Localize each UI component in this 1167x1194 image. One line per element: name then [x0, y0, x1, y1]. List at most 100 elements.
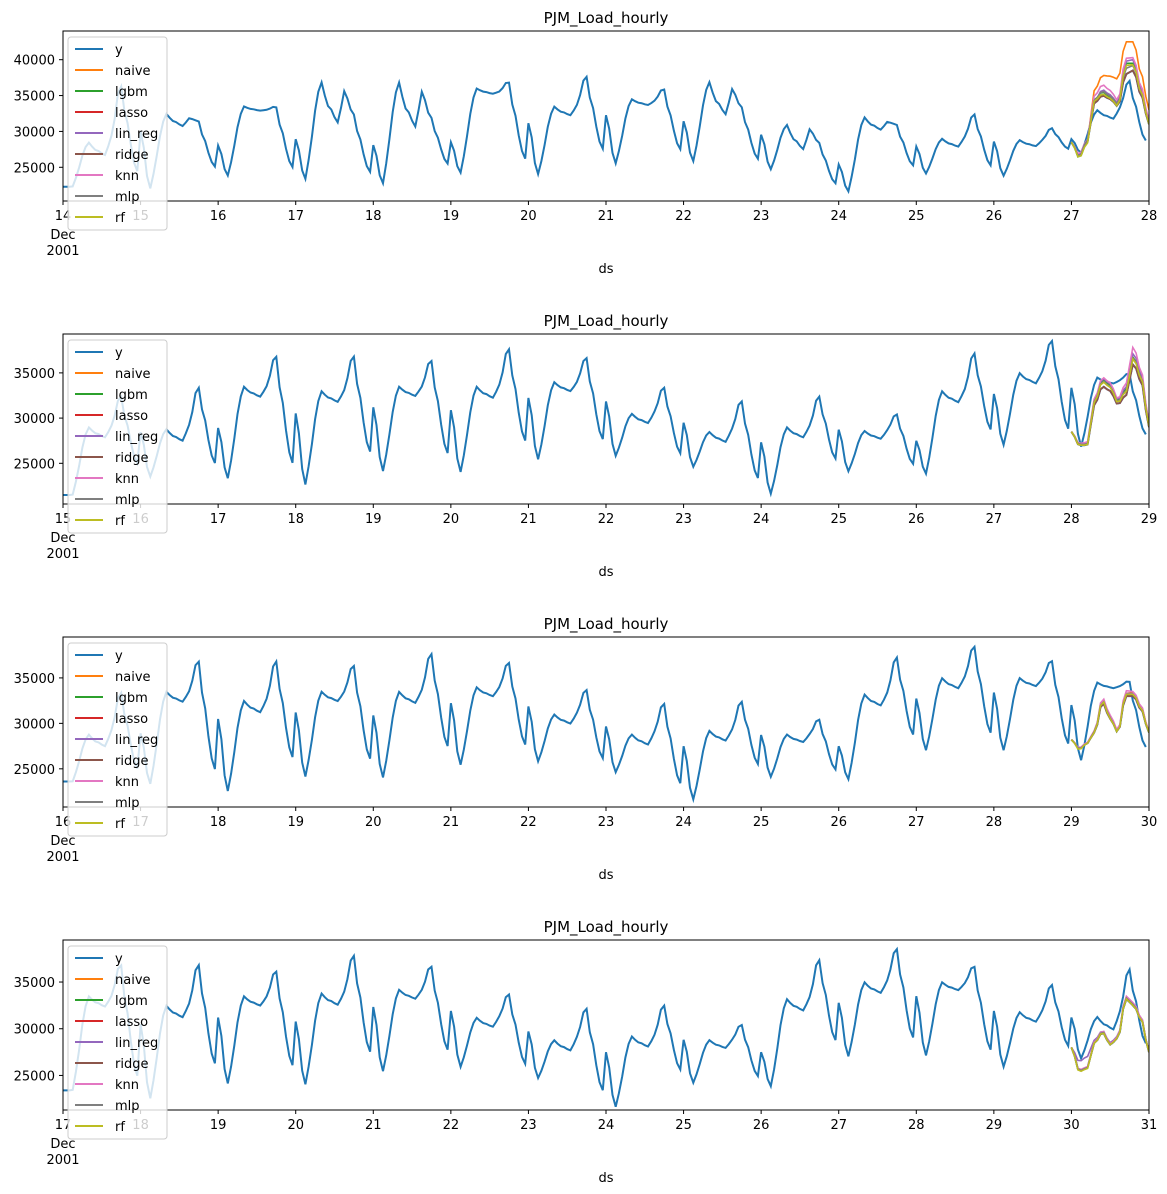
- legend-label-lasso: lasso: [115, 712, 148, 727]
- x-tick-sublabel: Dec: [50, 834, 75, 849]
- legend-label-y: y: [115, 43, 123, 58]
- plot-area: [63, 41, 1149, 195]
- series-line-y: [63, 644, 1147, 804]
- x-tick-label: 27: [908, 815, 925, 830]
- x-axis-label: ds: [598, 1171, 613, 1186]
- x-tick-label: 23: [598, 815, 615, 830]
- legend-label-rf: rf: [115, 211, 125, 226]
- legend-label-lgbm: lgbm: [115, 85, 148, 100]
- x-tick-label: 28: [986, 815, 1003, 830]
- y-tick-label: 25000: [14, 763, 55, 778]
- x-tick-label: 18: [210, 815, 227, 830]
- series-line-y: [63, 946, 1147, 1108]
- legend-label-rf: rf: [115, 817, 125, 832]
- x-tick-sublabel: Dec: [50, 531, 75, 546]
- x-tick-label: 30: [1063, 1118, 1080, 1133]
- x-tick-label: 17: [55, 1118, 72, 1133]
- legend-label-mlp: mlp: [115, 1099, 140, 1114]
- chart-panel-1: PJM_Load_hourly2500030000350004000014151…: [14, 9, 1158, 277]
- x-tick-label: 21: [365, 1118, 382, 1133]
- x-tick-sublabel: 2001: [46, 850, 79, 865]
- x-tick-label: 27: [986, 512, 1003, 527]
- series-line-y: [63, 74, 1147, 195]
- x-tick-label: 27: [830, 1118, 847, 1133]
- legend-label-naive: naive: [115, 670, 151, 685]
- legend-label-y: y: [115, 346, 123, 361]
- x-tick-label: 17: [210, 512, 227, 527]
- x-tick-label: 18: [365, 209, 382, 224]
- legend-box: [67, 642, 168, 837]
- x-tick-label: 23: [753, 209, 770, 224]
- x-tick-label: 28: [1141, 209, 1158, 224]
- x-tick-sublabel: 2001: [46, 244, 79, 259]
- legend-box: [67, 945, 168, 1140]
- y-tick-label: 35000: [14, 367, 55, 382]
- chart-panel-4: PJM_Load_hourly2500030000350001718192021…: [14, 918, 1158, 1186]
- y-tick-label: 30000: [14, 125, 55, 140]
- y-tick-label: 30000: [14, 1023, 55, 1038]
- plot-area: [63, 338, 1149, 498]
- x-tick-label: 25: [753, 815, 770, 830]
- x-tick-label: 16: [210, 209, 227, 224]
- legend-label-lgbm: lgbm: [115, 994, 148, 1009]
- chart-title: PJM_Load_hourly: [544, 9, 669, 28]
- x-tick-label: 20: [287, 1118, 304, 1133]
- x-tick-label: 25: [908, 209, 925, 224]
- x-tick-label: 28: [908, 1118, 925, 1133]
- legend-label-knn: knn: [115, 472, 139, 487]
- y-tick-label: 35000: [14, 976, 55, 991]
- legend-label-y: y: [115, 952, 123, 967]
- x-tick-label: 19: [443, 209, 460, 224]
- x-tick-label: 25: [675, 1118, 692, 1133]
- x-tick-sublabel: Dec: [50, 228, 75, 243]
- x-tick-label: 18: [287, 512, 304, 527]
- x-tick-label: 26: [753, 1118, 770, 1133]
- x-tick-label: 20: [365, 815, 382, 830]
- y-tick-label: 25000: [14, 1069, 55, 1084]
- legend-label-lasso: lasso: [115, 1015, 148, 1030]
- x-tick-label: 21: [443, 815, 460, 830]
- legend-box: [67, 339, 168, 534]
- x-tick-label: 19: [365, 512, 382, 527]
- legend-label-naive: naive: [115, 64, 151, 79]
- y-tick-label: 35000: [14, 90, 55, 105]
- chart-title: PJM_Load_hourly: [544, 918, 669, 937]
- chart-panel-3: PJM_Load_hourly2500030000350001617181920…: [14, 615, 1158, 883]
- legend-label-lgbm: lgbm: [115, 388, 148, 403]
- legend-label-mlp: mlp: [115, 493, 140, 508]
- x-tick-sublabel: 2001: [46, 547, 79, 562]
- legend-label-lgbm: lgbm: [115, 691, 148, 706]
- series-line-y: [63, 338, 1147, 498]
- chart-title: PJM_Load_hourly: [544, 615, 669, 634]
- x-tick-sublabel: Dec: [50, 1137, 75, 1152]
- series-line-knn: [1070, 345, 1149, 445]
- x-axis-label: ds: [598, 262, 613, 277]
- legend-label-lasso: lasso: [115, 409, 148, 424]
- series-line-rf: [1070, 693, 1149, 750]
- x-tick-label: 15: [55, 512, 72, 527]
- axes-frame: [62, 939, 1150, 1111]
- x-tick-label: 31: [1141, 1118, 1158, 1133]
- x-tick-label: 21: [520, 512, 537, 527]
- x-tick-label: 29: [1141, 512, 1158, 527]
- x-tick-label: 24: [675, 815, 692, 830]
- x-tick-label: 26: [830, 815, 847, 830]
- y-tick-label: 30000: [14, 412, 55, 427]
- x-tick-label: 30: [1141, 815, 1158, 830]
- legend-label-rf: rf: [115, 514, 125, 529]
- legend-label-naive: naive: [115, 367, 151, 382]
- x-tick-label: 16: [55, 815, 72, 830]
- x-tick-label: 26: [986, 209, 1003, 224]
- x-tick-label: 22: [675, 209, 692, 224]
- x-tick-label: 23: [675, 512, 692, 527]
- legend-label-lin_reg: lin_reg: [115, 733, 158, 748]
- legend-label-ridge: ridge: [115, 1057, 148, 1072]
- y-tick-label: 30000: [14, 717, 55, 732]
- y-tick-label: 40000: [14, 54, 55, 69]
- x-tick-label: 23: [520, 1118, 537, 1133]
- series-line-knn: [1070, 56, 1149, 155]
